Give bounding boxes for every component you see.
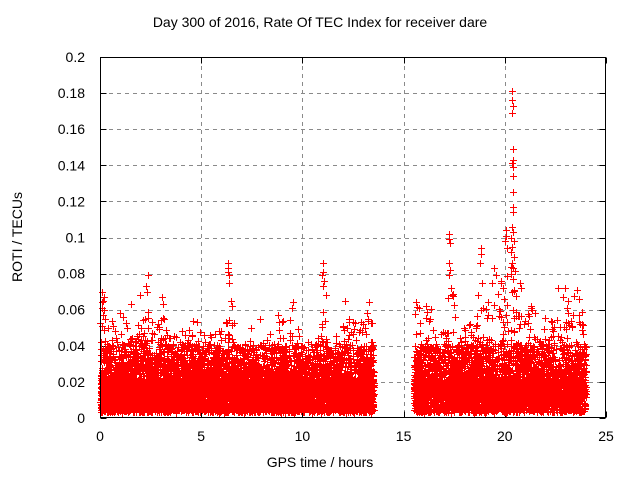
x-tick-label: 5 <box>197 428 205 444</box>
y-tick-label: 0.2 <box>66 49 86 65</box>
y-tick-label: 0.08 <box>58 266 85 282</box>
y-tick-label: 0.04 <box>58 338 85 354</box>
y-tick-label: 0.18 <box>58 85 85 101</box>
y-tick-label: 0.12 <box>58 193 85 209</box>
y-tick-label: 0 <box>77 410 85 426</box>
y-tick-label: 0.02 <box>58 374 85 390</box>
x-tick-label: 15 <box>396 428 412 444</box>
y-tick-label: 0.06 <box>58 302 85 318</box>
x-tick-label: 10 <box>295 428 311 444</box>
x-tick-label: 20 <box>497 428 513 444</box>
scatter-points <box>97 264 590 417</box>
x-tick-label: 0 <box>96 428 104 444</box>
x-axis-label: GPS time / hours <box>266 454 374 470</box>
plot-border <box>100 57 606 418</box>
scatter-outlier-points <box>99 88 586 328</box>
y-tick-label: 0.1 <box>66 230 86 246</box>
y-tick-label: 0.16 <box>58 121 85 137</box>
chart-title: Day 300 of 2016, Rate Of TEC Index for r… <box>152 14 488 30</box>
y-tick-label: 0.14 <box>58 157 85 173</box>
x-tick-label: 25 <box>598 428 614 444</box>
